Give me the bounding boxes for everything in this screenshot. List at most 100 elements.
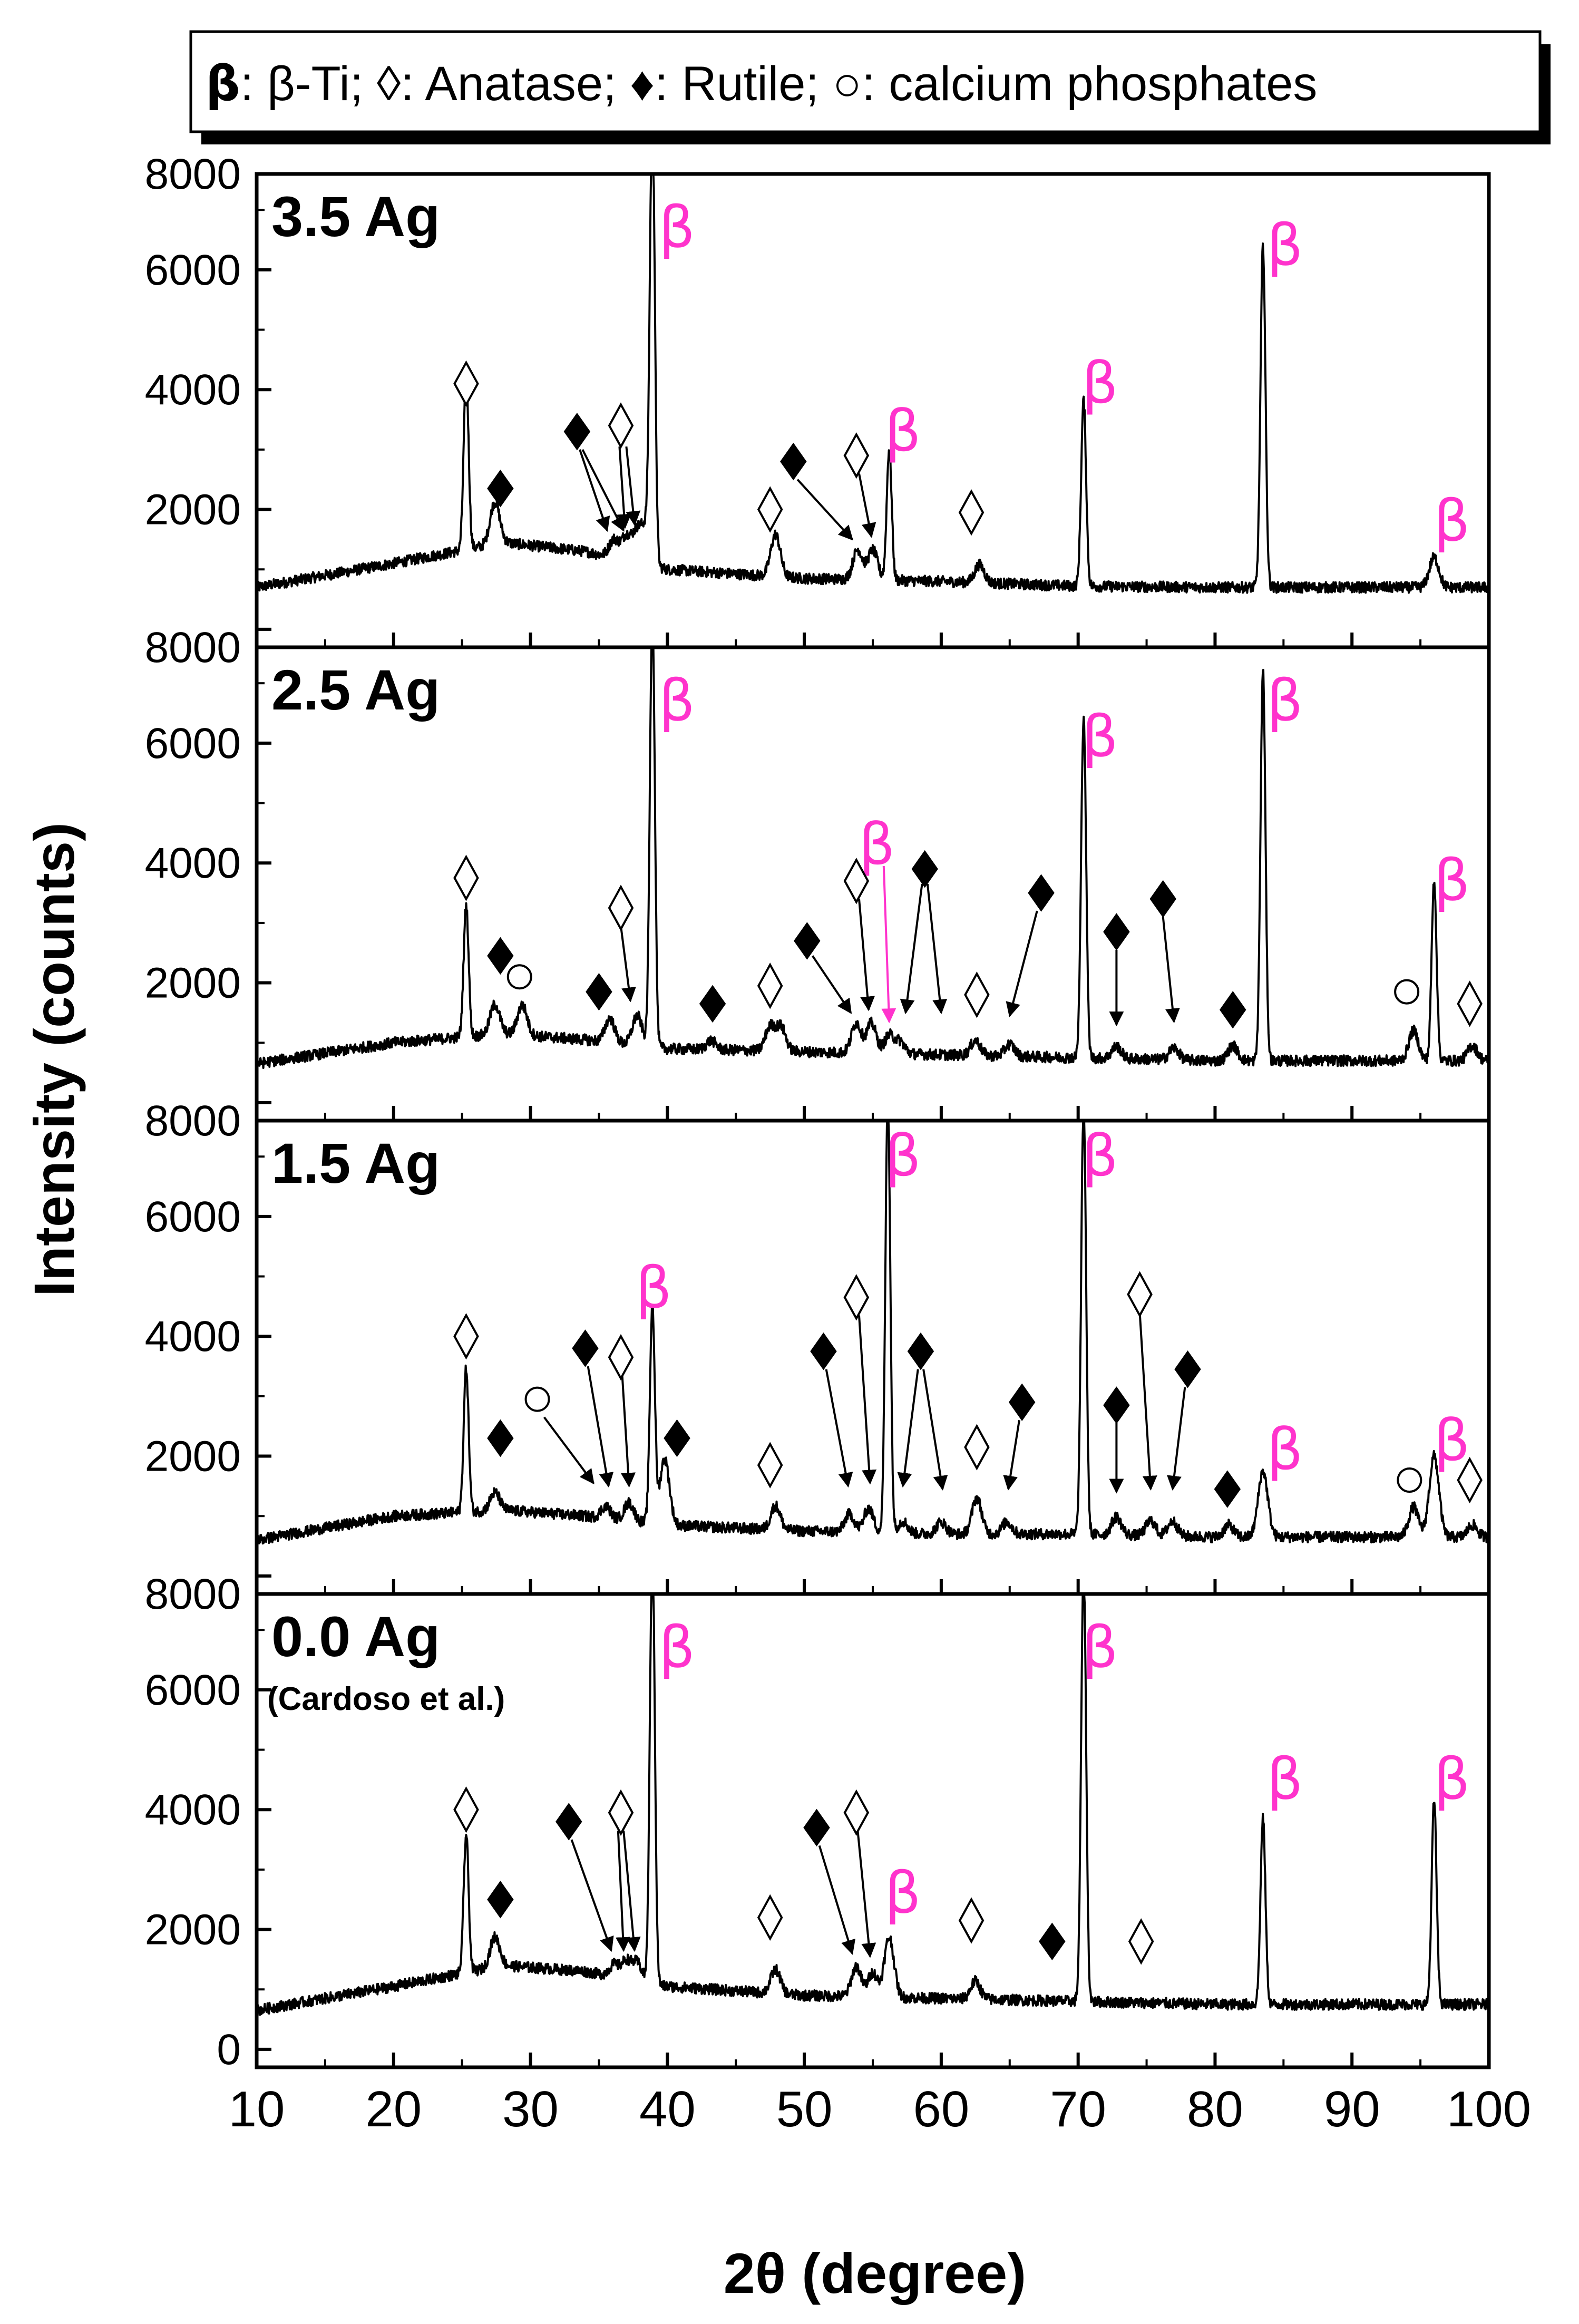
beta-ti-marker: β bbox=[1082, 704, 1118, 770]
y-tick-label: 4000 bbox=[145, 1312, 241, 1360]
panel-title: 3.5 Ag bbox=[271, 184, 440, 248]
y-tick-label: 2000 bbox=[145, 1433, 241, 1481]
rutile-marker bbox=[487, 1419, 514, 1457]
legend-rutile-symbol: ♦ bbox=[630, 57, 655, 111]
panel-0: 2000 4000 6000 8000 β β β β β 3.5 Ag bbox=[145, 150, 1491, 649]
legend-calcium-text: : calcium phosphates bbox=[862, 57, 1317, 111]
peak-arrow bbox=[625, 446, 641, 526]
legend: β: β-Ti; ◊: Anatase; ♦: Rutile; ○: calci… bbox=[189, 30, 1551, 144]
peak-arrow bbox=[825, 1369, 853, 1488]
beta-ti-marker: β bbox=[1434, 848, 1470, 913]
beta-ti-marker: β bbox=[1434, 1408, 1470, 1474]
panel-title: 2.5 Ag bbox=[271, 658, 440, 722]
beta-ti-marker: β bbox=[885, 1123, 921, 1189]
rutile-marker bbox=[1103, 913, 1130, 951]
x-tick-label: 20 bbox=[365, 2081, 422, 2137]
rutile-marker bbox=[1039, 1922, 1066, 1961]
peak-arrow-pink bbox=[881, 866, 896, 1024]
rutile-marker bbox=[1219, 990, 1246, 1029]
peak-arrow bbox=[796, 479, 853, 541]
anatase-marker bbox=[1457, 980, 1483, 1027]
peak-arrow bbox=[900, 883, 923, 1015]
rutile-marker bbox=[1214, 1470, 1241, 1508]
legend-rutile-text: : Rutile; bbox=[655, 57, 819, 111]
rutile-marker bbox=[1028, 874, 1055, 912]
beta-ti-marker: β bbox=[1082, 1123, 1118, 1189]
beta-ti-marker: β bbox=[1266, 668, 1303, 734]
xrd-trace bbox=[256, 1593, 1490, 2017]
x-tick-label: 90 bbox=[1324, 2081, 1380, 2137]
x-tick-label: 70 bbox=[1050, 2081, 1106, 2137]
panel-1: 2000 4000 6000 8000 β β β β β 2.5 Ag bbox=[145, 624, 1491, 1123]
rutile-marker bbox=[1008, 1383, 1036, 1421]
rutile-marker bbox=[911, 850, 938, 888]
y-tick-label: 2000 bbox=[145, 959, 241, 1007]
y-tick-label: 8000 bbox=[145, 1570, 241, 1618]
rutile-marker bbox=[907, 1332, 934, 1370]
y-tick-label: 8000 bbox=[145, 150, 241, 198]
beta-ti-marker: β bbox=[1266, 1746, 1303, 1812]
beta-ti-marker: β bbox=[659, 195, 695, 260]
rutile-marker bbox=[487, 1880, 514, 1919]
panel-title: 0.0 Ag bbox=[271, 1605, 440, 1668]
beta-ti-marker: β bbox=[1082, 351, 1118, 416]
y-tick-label: 2000 bbox=[145, 1906, 241, 1954]
x-tick-label: 80 bbox=[1187, 2081, 1243, 2137]
peak-arrow bbox=[858, 1315, 877, 1485]
calcium-phosphate-marker bbox=[524, 1386, 550, 1412]
peak-arrow bbox=[621, 1375, 636, 1488]
beta-ti-marker: β bbox=[1266, 1417, 1303, 1483]
xrd-trace bbox=[256, 646, 1490, 1069]
peak-arrow bbox=[926, 883, 948, 1015]
calcium-phosphate-marker bbox=[1394, 979, 1420, 1005]
x-tick-label: 100 bbox=[1447, 2081, 1531, 2137]
beta-ti-marker: β bbox=[659, 668, 695, 734]
rutile-marker bbox=[586, 973, 612, 1011]
panel-frame bbox=[255, 1592, 1491, 2069]
y-tick-label: 4000 bbox=[145, 839, 241, 887]
anatase-marker bbox=[453, 1786, 479, 1833]
beta-ti-marker: β bbox=[885, 398, 921, 464]
peak-arrow bbox=[858, 473, 876, 538]
panel-2: 2000 4000 6000 8000 β β β β β 1.5 Ag bbox=[145, 1097, 1491, 1596]
anatase-marker bbox=[453, 854, 479, 901]
legend-box bbox=[189, 30, 1542, 133]
legend-calcium-symbol: ○ bbox=[833, 57, 862, 111]
beta-ti-marker: β bbox=[636, 1255, 672, 1321]
beta-ti-marker: β bbox=[1434, 488, 1470, 554]
anatase-marker bbox=[757, 1442, 783, 1489]
panel-frame bbox=[255, 645, 1491, 1123]
peak-arrow bbox=[1162, 917, 1180, 1024]
rutile-marker bbox=[487, 937, 514, 975]
x-tick-label: 10 bbox=[229, 2081, 285, 2137]
beta-ti-marker: β bbox=[659, 1615, 695, 1680]
anatase-marker bbox=[958, 489, 985, 536]
anatase-marker bbox=[843, 432, 870, 479]
xrd-trace bbox=[256, 173, 1490, 594]
anatase-marker bbox=[1457, 1456, 1483, 1504]
rutile-marker bbox=[810, 1332, 837, 1370]
peak-arrow bbox=[620, 926, 636, 1003]
peak-arrow bbox=[617, 446, 632, 529]
peak-arrow bbox=[897, 1369, 919, 1488]
peak-arrow bbox=[622, 1830, 641, 1952]
y-tick-label: 8000 bbox=[145, 1097, 241, 1145]
rutile-marker bbox=[1103, 1386, 1130, 1424]
peak-arrow bbox=[1138, 1312, 1157, 1491]
rutile-marker bbox=[1174, 1350, 1201, 1388]
anatase-marker bbox=[608, 1789, 634, 1836]
rutile-marker bbox=[1149, 880, 1176, 918]
rutile-marker bbox=[563, 413, 591, 451]
peak-arrow bbox=[587, 1366, 614, 1488]
svg-text:β: β-Ti; ◊: Anatase; ♦: Rutile: β: β-Ti; ◊: Anatase; ♦: Rutile; ○: calci… bbox=[206, 55, 1317, 112]
beta-ti-marker: β bbox=[1266, 212, 1303, 278]
panel-title: 1.5 Ag bbox=[271, 1131, 440, 1195]
anatase-marker bbox=[757, 486, 783, 533]
peak-arrow bbox=[1006, 910, 1038, 1017]
panel-3: 0 2000 4000 6000 8000 β β β β β 0.0 Ag (Cardoso et … bbox=[145, 1570, 1491, 2074]
anatase-marker bbox=[1127, 1271, 1153, 1318]
anatase-marker bbox=[958, 1897, 985, 1944]
x-axis-label: 2θ (degree) bbox=[724, 2241, 1027, 2305]
anatase-marker bbox=[757, 1894, 783, 1941]
